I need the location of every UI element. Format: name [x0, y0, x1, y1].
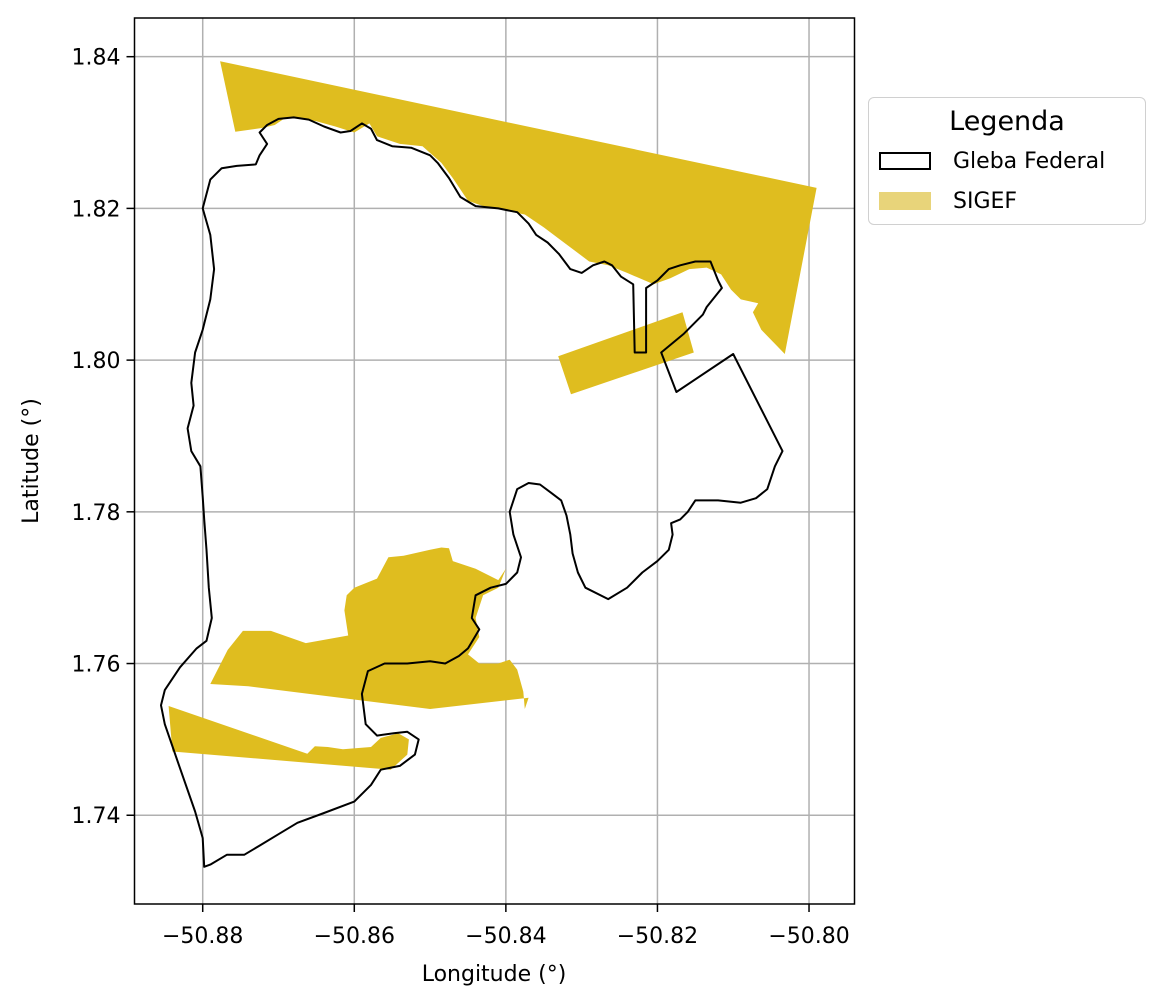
gleba-outline-swatch-icon: [879, 152, 931, 170]
sigef-layer: [168, 61, 817, 770]
y-tick-label: 1.78: [72, 501, 121, 526]
x-tick-label: −50.86: [314, 924, 395, 949]
y-tick-label: 1.74: [72, 804, 121, 829]
legend-label-sigef: SIGEF: [953, 188, 1018, 214]
legend-item-gleba-federal: Gleba Federal: [879, 148, 1105, 174]
x-axis-title: Longitude (°): [422, 962, 567, 987]
plot-frame: [133, 17, 856, 905]
y-tick-label: 1.84: [72, 46, 121, 71]
sigef-parcel: [558, 312, 694, 395]
sigef-parcel: [168, 706, 409, 770]
x-tick-label: −50.84: [465, 924, 546, 949]
y-tick-label: 1.76: [72, 653, 121, 678]
y-tick-label: 1.82: [72, 197, 121, 222]
y-axis-title: Latitude (°): [19, 398, 44, 524]
gleba-federal-outline: [160, 116, 784, 868]
x-tick-label: −50.82: [617, 924, 698, 949]
legend-item-sigef: SIGEF: [879, 188, 1017, 214]
x-tick-label: −50.88: [162, 924, 243, 949]
legend-title: Legenda: [949, 106, 1065, 137]
legend: Legenda Gleba Federal SIGEF: [868, 97, 1146, 225]
x-tick-label: −50.80: [768, 924, 849, 949]
y-tick-label: 1.80: [72, 349, 121, 374]
y-axis-ticks: 1.74 1.76 1.78 1.80 1.82 1.84: [72, 46, 135, 829]
sigef-fill-swatch-icon: [879, 192, 931, 210]
legend-label-gleba-federal: Gleba Federal: [953, 148, 1106, 174]
gleba-federal-layer: [160, 116, 784, 868]
sigef-parcel: [220, 61, 817, 354]
sigef-parcel: [210, 547, 529, 709]
x-axis-ticks: −50.88 −50.86 −50.84 −50.82 −50.80: [162, 904, 850, 949]
